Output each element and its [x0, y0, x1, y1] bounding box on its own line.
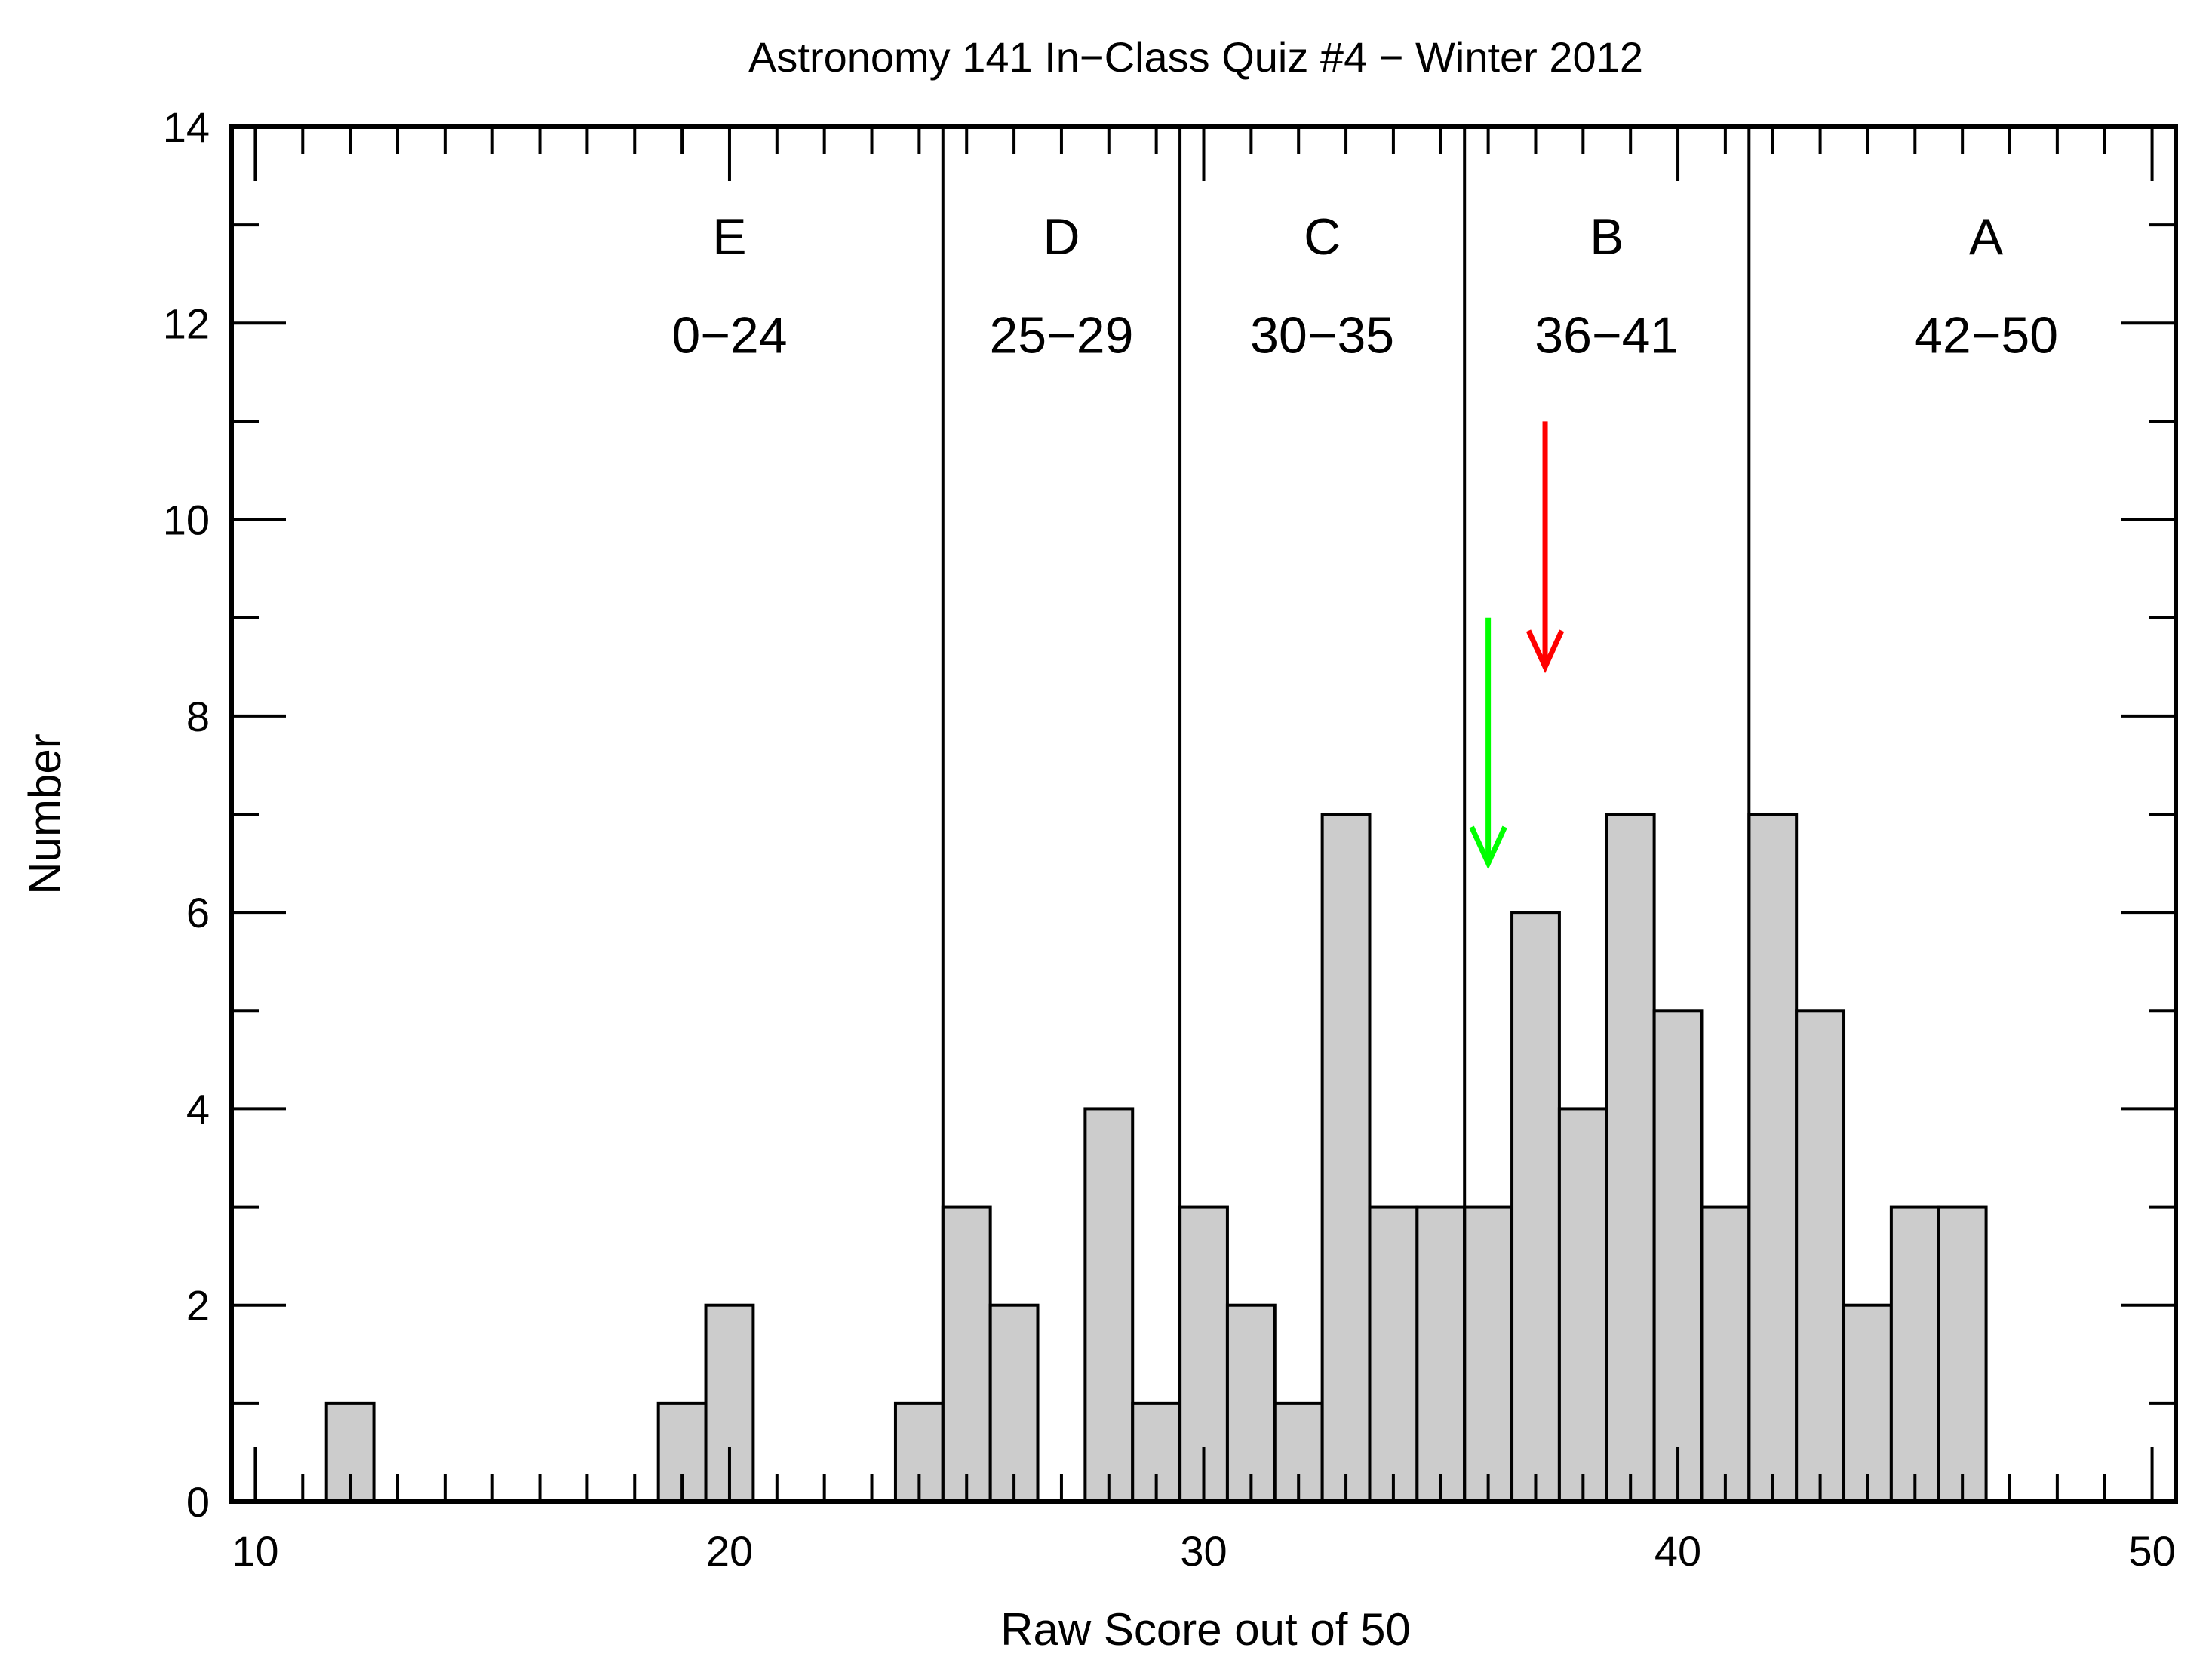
- histogram-bar: [1700, 1205, 1751, 1503]
- histogram-bar: [1368, 1205, 1419, 1503]
- histogram-bar: [1889, 1205, 1940, 1503]
- grade-letter: B: [1590, 208, 1624, 266]
- histogram-bar: [1463, 1205, 1514, 1503]
- histogram-bar: [988, 1303, 1040, 1503]
- y-axis-label: Number: [20, 733, 70, 894]
- marker-arrow-head: [1469, 825, 1507, 870]
- marker-arrow-head: [1525, 629, 1565, 674]
- grade-letter: D: [1043, 208, 1080, 266]
- histogram-bar: [1557, 1107, 1608, 1503]
- x-axis-label: Raw Score out of 50: [1000, 1604, 1411, 1655]
- grade-letter: A: [1969, 208, 2004, 266]
- x-tick-label: 40: [1654, 1527, 1701, 1575]
- y-tick-label: 12: [163, 300, 210, 347]
- histogram-bar: [1652, 1009, 1704, 1504]
- histogram-bar: [1747, 813, 1799, 1503]
- histogram-bar: [1937, 1205, 1988, 1503]
- y-tick-labels: 0 2 4 6 8 10 12 14: [163, 103, 210, 1526]
- x-tick-label: 20: [706, 1527, 753, 1575]
- histogram-bar: [1320, 813, 1372, 1503]
- x-tick-label: 30: [1180, 1527, 1227, 1575]
- grade-bands: E 0−24 D 25−29 C 30−35 B 36−41 A 42−50: [671, 208, 2058, 364]
- grade-letter: E: [712, 208, 746, 266]
- grade-range: 25−29: [989, 306, 1133, 364]
- grade-range: 36−41: [1535, 306, 1679, 364]
- y-tick-label: 14: [163, 103, 210, 151]
- bars-layer: [324, 813, 1988, 1504]
- y-tick-label: 8: [186, 693, 210, 740]
- grade-range: 30−35: [1250, 306, 1394, 364]
- histogram-bar: [1083, 1107, 1135, 1503]
- y-tick-label: 2: [186, 1282, 210, 1330]
- x-tick-labels: 10 20 30 40 50: [232, 1527, 2175, 1575]
- y-tick-label: 4: [186, 1085, 210, 1133]
- histogram-bar: [941, 1205, 992, 1503]
- histogram-bar: [1225, 1303, 1277, 1503]
- histogram-bar: [1842, 1303, 1893, 1503]
- grade-boundaries: [941, 127, 1751, 1502]
- histogram-bar: [1510, 911, 1561, 1503]
- x-tick-label: 50: [2128, 1527, 2175, 1575]
- x-tick-label: 10: [232, 1527, 278, 1575]
- grade-letter: C: [1304, 208, 1341, 266]
- histogram-bar: [1605, 813, 1656, 1503]
- grade-range: 0−24: [671, 306, 787, 364]
- histogram-bar: [1415, 1205, 1467, 1503]
- chart-title: Astronomy 141 In−Class Quiz #4 − Winter …: [748, 33, 1643, 81]
- histogram-bar: [1795, 1009, 1846, 1504]
- y-tick-label: 0: [186, 1478, 210, 1526]
- y-tick-label: 6: [186, 889, 210, 936]
- y-tick-label: 10: [163, 496, 210, 544]
- grade-range: 42−50: [1914, 306, 2058, 364]
- markers: [1469, 421, 1565, 870]
- axis-ticks: [232, 125, 2176, 1503]
